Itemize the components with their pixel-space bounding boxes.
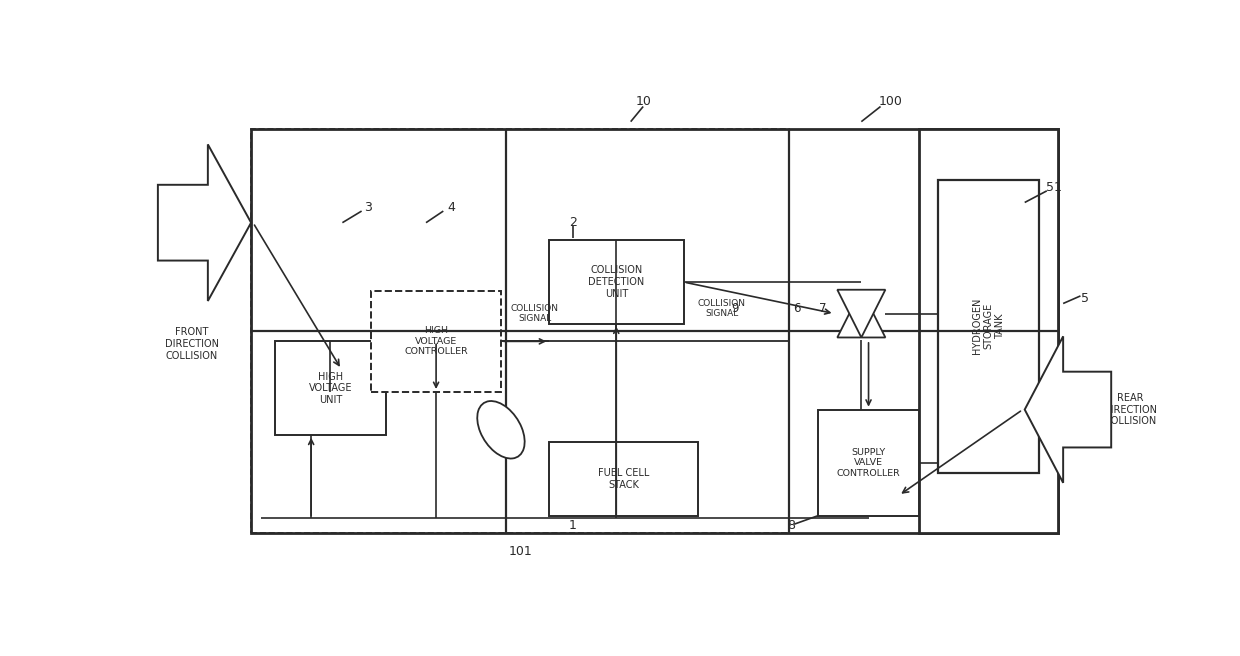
Bar xyxy=(818,409,919,516)
Text: COLLISION
DETECTION
UNIT: COLLISION DETECTION UNIT xyxy=(588,266,645,298)
Ellipse shape xyxy=(477,401,525,459)
Text: 5: 5 xyxy=(1081,292,1089,305)
Polygon shape xyxy=(1024,337,1111,483)
Text: FUEL CELL
STACK: FUEL CELL STACK xyxy=(598,468,650,490)
Bar xyxy=(250,129,790,533)
Text: 2: 2 xyxy=(569,216,577,229)
Text: FRONT
DIRECTION
COLLISION: FRONT DIRECTION COLLISION xyxy=(165,327,218,361)
Text: 10: 10 xyxy=(635,95,651,108)
Polygon shape xyxy=(837,290,885,337)
Text: 101: 101 xyxy=(508,544,532,558)
Bar xyxy=(275,341,386,435)
Bar xyxy=(549,240,683,323)
Text: HYDROGEN
STORAGE
TANK: HYDROGEN STORAGE TANK xyxy=(972,298,1006,354)
Text: SUPPLY
VALVE
CONTROLLER: SUPPLY VALVE CONTROLLER xyxy=(837,447,900,478)
Text: 1: 1 xyxy=(569,520,577,532)
Text: HIGH
VOLTAGE
UNIT: HIGH VOLTAGE UNIT xyxy=(309,371,352,405)
Text: 100: 100 xyxy=(878,95,903,108)
Text: 51: 51 xyxy=(1045,181,1061,194)
Polygon shape xyxy=(157,144,250,301)
Bar xyxy=(919,129,1059,533)
Text: 9: 9 xyxy=(732,302,739,315)
Bar xyxy=(549,442,698,516)
Text: 8: 8 xyxy=(787,520,795,532)
Text: 6: 6 xyxy=(794,302,801,315)
Bar xyxy=(939,180,1039,473)
Text: COLLISION
SIGNAL: COLLISION SIGNAL xyxy=(511,304,558,323)
Bar xyxy=(250,129,1059,533)
Polygon shape xyxy=(837,290,885,337)
Text: HIGH
VOLTAGE
CONTROLLER: HIGH VOLTAGE CONTROLLER xyxy=(404,327,467,356)
Text: 7: 7 xyxy=(820,302,827,315)
Text: REAR
DIRECTION
COLLISION: REAR DIRECTION COLLISION xyxy=(1104,393,1157,426)
Text: 4: 4 xyxy=(448,201,455,214)
Bar xyxy=(371,291,501,392)
Text: 3: 3 xyxy=(365,201,372,214)
Text: COLLISION
SIGNAL: COLLISION SIGNAL xyxy=(698,299,746,318)
